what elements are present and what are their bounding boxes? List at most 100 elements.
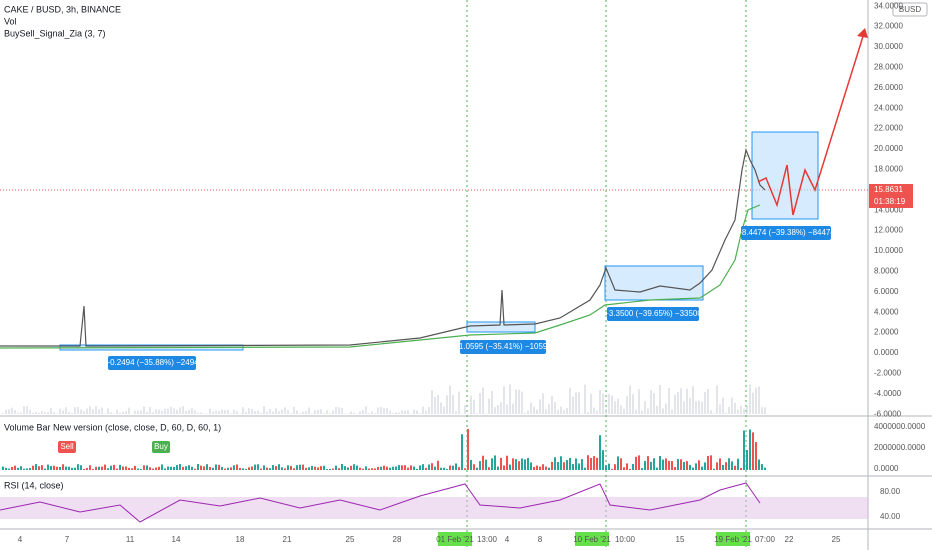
- vol-shadow-bar: [17, 412, 19, 414]
- vol-shadow-bar: [437, 395, 439, 414]
- volume-bar: [683, 461, 685, 470]
- vol-shadow-bar: [680, 388, 682, 414]
- volume-bar: [284, 468, 286, 470]
- last-price: 15.8631: [874, 185, 903, 194]
- vol-shadow-bar: [746, 405, 748, 414]
- volume-bar: [704, 462, 706, 470]
- volume-bar: [269, 468, 271, 470]
- volume-bar: [725, 462, 727, 470]
- volume-bar: [668, 460, 670, 470]
- forecast-arrow: [757, 29, 866, 216]
- vol-shadow-bar: [638, 389, 640, 414]
- last-price-box: [869, 184, 913, 208]
- price-tick: 24.0000: [874, 103, 903, 112]
- volume-bar: [425, 467, 427, 470]
- volume-bar: [524, 459, 526, 470]
- volume-bar: [308, 467, 310, 470]
- volume-bar: [353, 464, 355, 470]
- volume-bar: [164, 468, 166, 470]
- vol-shadow-bar: [143, 406, 145, 414]
- vol-shadow-bar: [152, 412, 154, 414]
- vol-shadow-bar: [146, 411, 148, 414]
- volume-bar: [608, 463, 610, 470]
- volume-bar: [41, 465, 43, 470]
- vol-shadow-bar: [320, 409, 322, 414]
- volume-bar: [8, 468, 10, 470]
- vol-shadow-bar: [527, 410, 529, 414]
- vol-shadow-bar: [731, 397, 733, 414]
- vol-shadow-bar: [278, 411, 280, 414]
- volume-bar: [302, 464, 304, 470]
- volume-bar: [185, 466, 187, 470]
- vol-shadow-bar: [455, 411, 457, 414]
- volume-bar: [26, 468, 28, 470]
- vol-shadow-bar: [473, 399, 475, 414]
- volume-bar: [392, 466, 394, 470]
- vol-shadow-bar: [386, 407, 388, 414]
- volume-bar: [443, 467, 445, 470]
- volume-bar: [650, 461, 652, 470]
- volume-bar: [119, 464, 121, 470]
- time-tick: 7: [65, 535, 70, 544]
- volume-bar: [752, 432, 754, 470]
- vol-shadow-bar: [416, 410, 418, 414]
- vol-shadow-bar: [299, 413, 301, 414]
- volume-bar: [320, 466, 322, 470]
- vol-shadow-bar: [41, 411, 43, 414]
- vol-shadow-bar: [737, 409, 739, 414]
- vol-shadow-bar: [503, 386, 505, 414]
- vol-shadow-bar: [572, 396, 574, 414]
- volume-bar: [590, 457, 592, 470]
- volume-bar: [395, 466, 397, 470]
- volume-bar: [599, 435, 601, 470]
- vol-shadow-bar: [698, 400, 700, 414]
- vol-shadow-bar: [62, 410, 64, 414]
- vol-shadow-bar: [236, 410, 238, 414]
- volume-bar: [458, 467, 460, 470]
- vol-shadow-bar: [83, 411, 85, 414]
- volume-bar: [167, 466, 169, 470]
- vol-shadow-bar: [692, 386, 694, 414]
- volume-bar: [446, 468, 448, 470]
- volume-bar: [371, 468, 373, 470]
- price-tick: 22.0000: [874, 124, 903, 133]
- vol-shadow-bar: [482, 387, 484, 414]
- volume-bar: [356, 465, 358, 470]
- volume-bar: [464, 468, 466, 470]
- price-tick: -2.0000: [874, 369, 902, 378]
- measure-boxes: [59, 131, 819, 351]
- vol-shadow-bar: [584, 384, 586, 414]
- volume-bar: [740, 467, 742, 470]
- price-tick: -6.0000: [874, 409, 902, 418]
- time-tick: 19 Feb '21: [714, 535, 752, 544]
- vol-shadow-bar: [464, 405, 466, 414]
- signal-label: Buy: [154, 442, 168, 451]
- volume-bar: [11, 466, 13, 470]
- volume-bar: [104, 464, 106, 470]
- volume-bar: [731, 461, 733, 470]
- volume-bar: [227, 467, 229, 470]
- vol-shadow-bar: [557, 409, 559, 414]
- volume-bar: [299, 464, 301, 470]
- volume-bar: [749, 429, 751, 470]
- volume-bar: [605, 465, 607, 470]
- time-tick: 10:00: [615, 535, 636, 544]
- volume-bar: [722, 464, 724, 470]
- volume-bar: [713, 468, 715, 470]
- volume-bar: [644, 460, 646, 470]
- volume-bar: [368, 468, 370, 470]
- vol-shadow-bar: [98, 409, 100, 414]
- vol-shadow-bar: [380, 406, 382, 414]
- vol-shadow-bar: [122, 411, 124, 414]
- vol-shadow-bar: [641, 410, 643, 414]
- vol-shadow-bar: [302, 412, 304, 414]
- vol-shadow-bar: [290, 413, 292, 414]
- vol-shadow-bar: [227, 409, 229, 414]
- vol-shadow-bar: [500, 402, 502, 414]
- vol-shadow-bar: [395, 412, 397, 414]
- volume-bar: [290, 465, 292, 470]
- vol-shadow-bar: [506, 404, 508, 414]
- vol-shadow-bar: [179, 407, 181, 414]
- volume-bar: [272, 465, 274, 470]
- volume-bar: [245, 468, 247, 470]
